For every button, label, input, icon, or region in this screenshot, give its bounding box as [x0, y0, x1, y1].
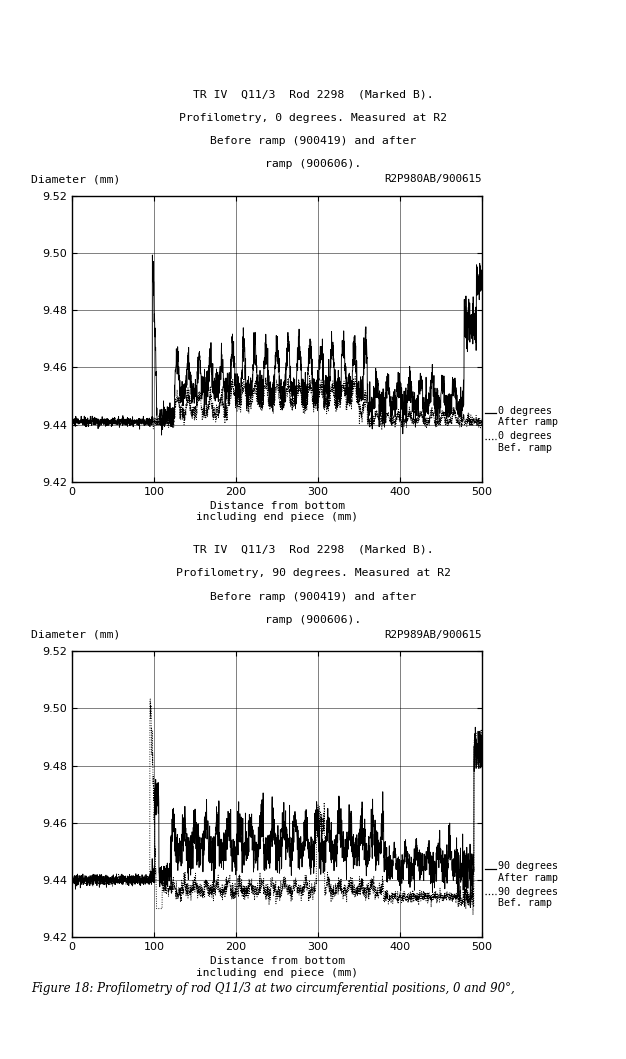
- Text: R2P989AB/900615: R2P989AB/900615: [384, 630, 482, 640]
- Text: Before ramp (900419) and after: Before ramp (900419) and after: [210, 137, 416, 146]
- Text: Diameter (mm): Diameter (mm): [31, 630, 120, 640]
- Text: 90 degrees
Bef. ramp: 90 degrees Bef. ramp: [498, 886, 558, 909]
- Text: ramp (900606).: ramp (900606).: [265, 615, 361, 625]
- Text: 0 degrees
Bef. ramp: 0 degrees Bef. ramp: [498, 431, 552, 453]
- Text: Profilometry, 0 degrees. Measured at R2: Profilometry, 0 degrees. Measured at R2: [179, 113, 447, 123]
- Text: Profilometry, 90 degrees. Measured at R2: Profilometry, 90 degrees. Measured at R2: [175, 569, 451, 578]
- Text: Before ramp (900419) and after: Before ramp (900419) and after: [210, 592, 416, 602]
- Text: 90 degrees
After ramp: 90 degrees After ramp: [498, 861, 558, 882]
- Text: TR IV  Q11/3  Rod 2298  (Marked B).: TR IV Q11/3 Rod 2298 (Marked B).: [193, 545, 433, 555]
- X-axis label: Distance from bottom
including end piece (mm): Distance from bottom including end piece…: [196, 501, 358, 522]
- Text: R2P980AB/900615: R2P980AB/900615: [384, 175, 482, 184]
- X-axis label: Distance from bottom
including end piece (mm): Distance from bottom including end piece…: [196, 956, 358, 977]
- Text: ramp (900606).: ramp (900606).: [265, 160, 361, 169]
- Text: TR IV  Q11/3  Rod 2298  (Marked B).: TR IV Q11/3 Rod 2298 (Marked B).: [193, 90, 433, 100]
- Text: Figure 18: Profilometry of rod Q11/3 at two circumferential positions, 0 and 90°: Figure 18: Profilometry of rod Q11/3 at …: [31, 983, 515, 995]
- Text: Diameter (mm): Diameter (mm): [31, 175, 120, 184]
- Text: 0 degrees
After ramp: 0 degrees After ramp: [498, 406, 558, 427]
